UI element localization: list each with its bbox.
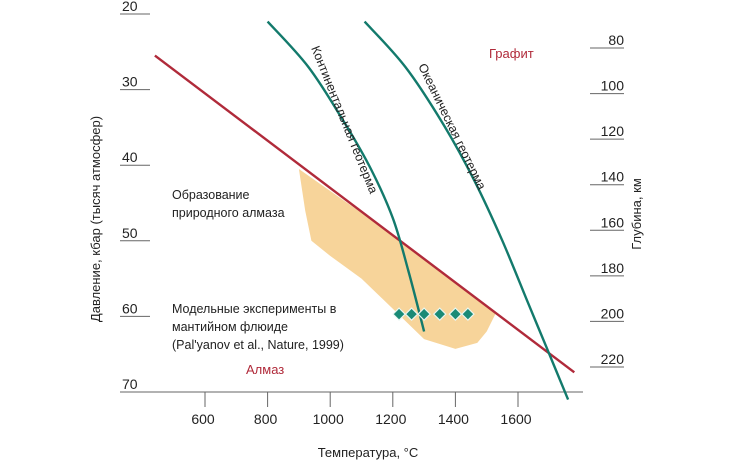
y2-tick-label: 160 [601, 214, 625, 230]
formation-label-line-1: Образование [172, 188, 250, 202]
y2-tick-label: 100 [601, 78, 625, 94]
oceanic-geotherm-label: Океаническая геотерма [415, 61, 488, 192]
y2-axis-label: Глубина, км [629, 178, 644, 250]
y2-tick-label: 80 [608, 32, 624, 48]
experiments-label-line-3: (Pal'yanov et al., Nature, 1999) [172, 338, 344, 352]
continental-geotherm-line [266, 20, 426, 332]
diamond-formation-region-layer [298, 169, 497, 349]
y2-tick-label: 120 [601, 123, 625, 139]
diamond-formation-region [298, 169, 497, 349]
graphite-label: Графит [489, 46, 534, 61]
graphite-diamond-boundary-line [154, 54, 576, 374]
y2-tick-label: 140 [601, 169, 625, 185]
x-tick-label: 600 [191, 411, 215, 427]
experiment-point [461, 307, 475, 321]
diamond-label: Алмаз [246, 362, 284, 377]
x-tick-label: 1600 [500, 411, 531, 427]
oceanic-geotherm-line [363, 20, 570, 401]
x-tick-label: 1000 [313, 411, 344, 427]
y-tick-label: 60 [122, 300, 138, 316]
y-axis-label: Давление, кбар (тысяч атмосфер) [88, 116, 103, 322]
y-tick-label: 70 [122, 376, 138, 392]
y2-tick-label: 200 [601, 305, 625, 321]
y-tick-label: 40 [122, 149, 138, 165]
experiments-label-line-2: мантийном флюиде [172, 320, 288, 334]
y-tick-label: 20 [122, 0, 138, 14]
y-tick-label: 50 [122, 225, 138, 241]
experiment-point [432, 307, 447, 321]
y2-tick-label: 220 [601, 351, 625, 367]
experiment-point [417, 307, 431, 321]
x-tick-label: 1200 [375, 411, 406, 427]
lines-layer [154, 20, 576, 401]
formation-label-line-2: природного алмаза [172, 206, 285, 220]
points-layer [392, 307, 475, 321]
axes-layer: 20 30 40 50 60 70 600 800 1000 1200 1400 1600 80 100 1… [120, 0, 624, 427]
experiments-label-line-1: Модельные эксперименты в [172, 302, 337, 316]
continental-geotherm-label: Континентальная геотерма [308, 44, 380, 196]
x-axis-label: Температура, °С [318, 445, 419, 460]
x-tick-label: 800 [254, 411, 278, 427]
experiment-point [392, 307, 406, 321]
y-tick-label: 30 [122, 74, 138, 90]
experiment-point [404, 307, 419, 321]
y2-tick-label: 180 [601, 260, 625, 276]
x-tick-label: 1400 [438, 411, 469, 427]
experiment-point [448, 307, 463, 321]
